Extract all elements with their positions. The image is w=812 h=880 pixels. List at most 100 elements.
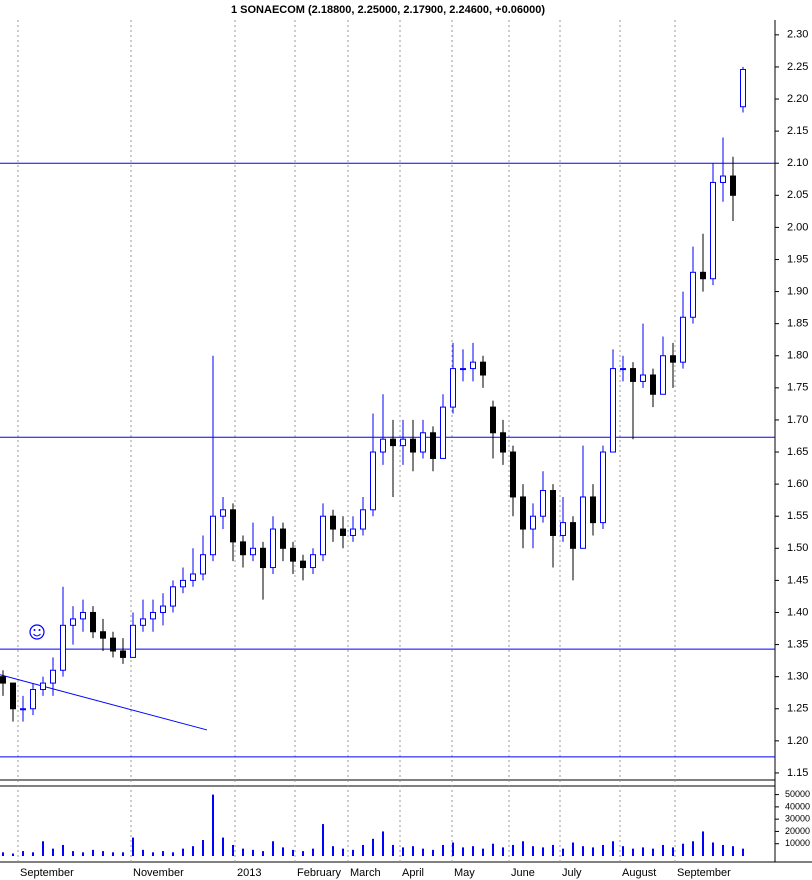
volume-bar [42, 841, 44, 856]
y-tick-label: 1.90 [787, 285, 808, 297]
candle-body [10, 682, 16, 710]
candle-body [110, 637, 116, 652]
candle-body [660, 355, 666, 395]
candle-body [40, 682, 46, 691]
volume-bar [152, 852, 154, 856]
volume-bar [62, 844, 64, 856]
y-tick-label: 2.20 [787, 93, 808, 105]
candle-body [460, 368, 466, 371]
candle-body [720, 175, 726, 183]
y-tick-label: 1.25 [787, 703, 808, 715]
volume-bar [262, 851, 264, 856]
candle-body [60, 624, 66, 671]
candle-body [340, 528, 346, 536]
candle-body [500, 432, 506, 453]
candle-body [270, 528, 276, 569]
volume-tick-label: 20000 [785, 826, 810, 836]
candle-body [190, 573, 196, 581]
candle-body [670, 355, 676, 363]
volume-bar [252, 849, 254, 856]
candle-body [710, 181, 716, 280]
x-tick-label: 2013 [237, 867, 261, 879]
candle-body [30, 689, 36, 710]
volume-bar [182, 848, 184, 856]
volume-bar [222, 837, 224, 856]
volume-bar [362, 844, 364, 856]
volume-bar [502, 847, 504, 856]
volume-bar [702, 831, 704, 856]
volume-bar [22, 851, 24, 856]
candle-body [300, 560, 306, 569]
candle-body [540, 490, 546, 517]
smiley-icon [29, 624, 45, 640]
volume-bar [472, 846, 474, 856]
volume-bar [512, 844, 514, 856]
candle-body [440, 406, 446, 459]
candle-body [400, 438, 406, 447]
candle-body [230, 509, 236, 543]
volume-bar [392, 844, 394, 856]
y-tick-label: 2.30 [787, 29, 808, 41]
candle-body [600, 451, 606, 524]
y-tick-label: 2.25 [787, 61, 808, 73]
volume-bar [192, 846, 194, 856]
volume-bar [522, 841, 524, 856]
volume-bar [732, 846, 734, 856]
volume-bar [572, 842, 574, 856]
volume-bar [112, 852, 114, 856]
volume-bar [72, 851, 74, 856]
candle-body [620, 368, 626, 371]
candle-body [580, 496, 586, 549]
candle-body [590, 496, 596, 524]
candle-body [150, 611, 156, 620]
volume-bar [672, 847, 674, 856]
volume-bar [82, 852, 84, 856]
volume-bar [12, 853, 14, 856]
candle-body [70, 618, 76, 626]
candle-body [160, 605, 166, 613]
candle-body [80, 611, 86, 620]
volume-bar [652, 848, 654, 856]
x-tick-label: March [350, 867, 381, 879]
candle-body [290, 547, 296, 562]
candle-body [480, 361, 486, 376]
x-tick-label: February [297, 867, 342, 879]
candle-body [680, 316, 686, 363]
candle-body [390, 438, 396, 447]
x-tick-label: May [454, 867, 475, 879]
volume-bar [432, 849, 434, 856]
y-tick-label: 2.05 [787, 189, 808, 201]
volume-bar [722, 844, 724, 856]
volume-bar [742, 848, 744, 856]
candle-body [170, 586, 176, 607]
y-tick-label: 1.60 [787, 478, 808, 490]
y-tick-label: 1.15 [787, 767, 808, 779]
candle-body [200, 554, 206, 575]
volume-bar [562, 848, 564, 856]
volume-bar [682, 843, 684, 856]
candle-body [250, 547, 256, 556]
volume-bar [482, 848, 484, 856]
y-tick-label: 1.95 [787, 253, 808, 265]
y-tick-label: 1.65 [787, 446, 808, 458]
candle-body [560, 522, 566, 536]
volume-bar [332, 846, 334, 856]
volume-bar [92, 849, 94, 856]
candle-body [360, 509, 366, 530]
candle-body [730, 175, 736, 196]
volume-bar [352, 849, 354, 856]
volume-bar [172, 852, 174, 856]
volume-bar [442, 844, 444, 856]
y-tick-label: 1.85 [787, 318, 808, 330]
x-tick-label: November [133, 867, 184, 879]
x-tick-label: July [562, 867, 582, 879]
volume-bar [322, 824, 324, 856]
y-tick-label: 1.80 [787, 350, 808, 362]
volume-bar [642, 847, 644, 856]
volume-bar [612, 841, 614, 856]
volume-bar [202, 840, 204, 856]
volume-bar [132, 837, 134, 856]
candle-body [90, 611, 96, 633]
volume-bar [582, 846, 584, 856]
